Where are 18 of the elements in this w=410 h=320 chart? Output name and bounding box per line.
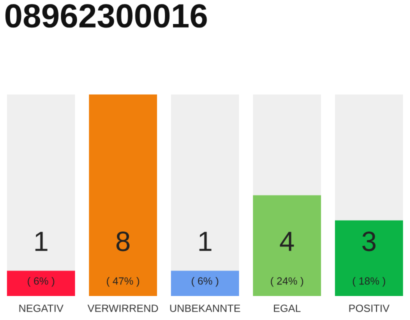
- data-label: 8: [116, 232, 130, 252]
- data-label: 1: [35, 232, 48, 251]
- annotation: ( 6% ): [28, 277, 54, 287]
- bar: [170, 270, 240, 296]
- data-label: 4: [280, 232, 294, 251]
- annotation: ( 6% ): [192, 277, 218, 287]
- bar: [6, 270, 76, 296]
- x-tick-label: UNBEKANNTE: [170, 304, 240, 312]
- x-tick-label: EGAL: [274, 304, 301, 312]
- annotation: ( 18% ): [352, 277, 386, 287]
- x-tick-label: VERWIRREND: [88, 304, 158, 312]
- annotation: ( 47% ): [106, 277, 140, 287]
- data-label: 3: [362, 232, 376, 252]
- annotation: ( 24% ): [270, 277, 304, 287]
- data-label: 1: [199, 232, 212, 251]
- chart-title: 08962300016: [5, 4, 207, 28]
- x-tick-label: POSITIV: [349, 304, 390, 312]
- x-tick-label: NEGATIV: [19, 304, 64, 312]
